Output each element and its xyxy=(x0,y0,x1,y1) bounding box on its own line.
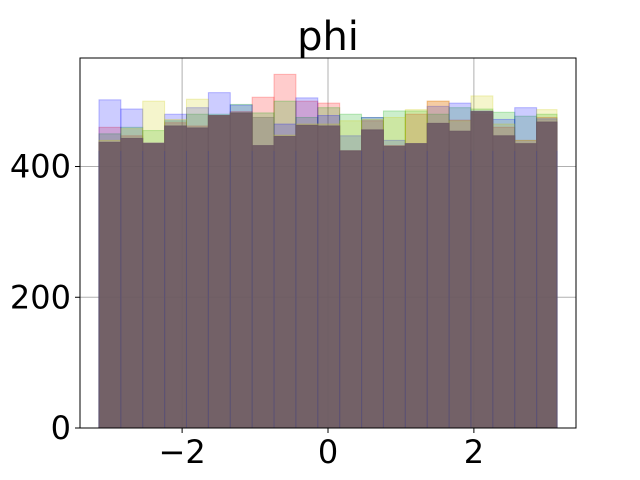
histogram-bar xyxy=(514,143,538,429)
histogram-bar xyxy=(448,130,472,429)
histogram-bar xyxy=(426,122,450,429)
chart-title: phi xyxy=(297,14,359,60)
histogram-bar xyxy=(361,129,384,429)
y-tick-label: 200 xyxy=(10,278,71,316)
y-tick-label: 400 xyxy=(10,148,71,186)
histogram-bar xyxy=(164,125,187,429)
histogram-bar xyxy=(273,135,297,429)
histogram-bar xyxy=(251,145,275,429)
histogram-bar xyxy=(470,111,494,429)
histogram-bar xyxy=(120,137,144,429)
histogram-bar xyxy=(185,127,209,429)
x-tick-label: 0 xyxy=(318,433,338,471)
histogram-bar xyxy=(142,143,166,429)
histogram-bar xyxy=(536,121,558,429)
x-tick-label: −2 xyxy=(159,433,206,471)
histogram-bar xyxy=(404,143,428,429)
histogram-bar xyxy=(339,150,363,429)
histogram-bars xyxy=(98,73,558,429)
histogram-bar xyxy=(382,145,406,429)
histogram-bar xyxy=(98,141,122,429)
y-tick-label: 0 xyxy=(51,409,71,447)
histogram-bar xyxy=(295,124,319,429)
histogram-bar xyxy=(492,135,516,429)
histogram-bar xyxy=(229,112,253,429)
histogram-bar xyxy=(207,115,231,429)
x-tick-label: 2 xyxy=(464,433,484,471)
axis-ticks: −2 0 2 0 200 400 xyxy=(10,148,484,471)
histogram-bar xyxy=(317,125,341,429)
